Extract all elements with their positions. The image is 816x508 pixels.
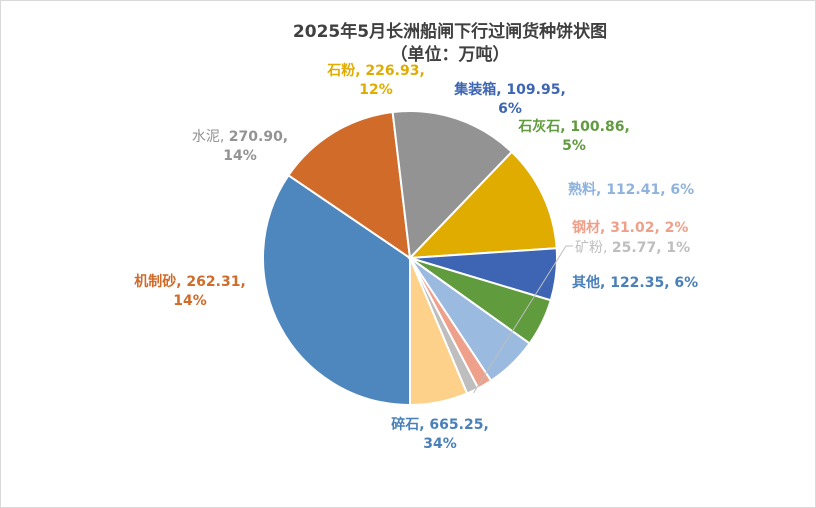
chart-title: 2025年5月长洲船闸下行过闸货种饼状图: [293, 21, 607, 42]
data-label-name: 石粉,: [326, 62, 365, 79]
data-label-name: 机制砂,: [134, 273, 186, 290]
data-label-value: 262.31,: [186, 274, 245, 290]
data-label-9: 矿粉, 25.77, 1%: [575, 240, 690, 256]
data-label-5: 集装箱, 109.95, 6%: [453, 81, 566, 117]
data-label-name: 集装箱,: [453, 81, 506, 98]
pie-slice-3: [391, 110, 514, 261]
data-label-percent: 34%: [423, 436, 457, 452]
data-label-value: 31.02, 2%: [610, 220, 688, 236]
data-label-7: 熟料, 112.41, 6%: [568, 181, 694, 198]
data-label-percent: 14%: [173, 293, 207, 309]
pie-slices: [262, 110, 558, 407]
leader-lines: [473, 245, 573, 394]
data-label-name: 其他,: [572, 274, 610, 291]
data-label-value: 226.93,: [365, 63, 424, 79]
data-label-percent: 5%: [562, 138, 586, 154]
data-label-6: 石灰石, 100.86, 5%: [517, 118, 630, 154]
pie-slice-2: [287, 110, 412, 261]
pie-slice-10: [409, 257, 469, 407]
leader-line-kuangfen: [473, 245, 573, 394]
data-label-value: 122.35, 6%: [610, 275, 698, 291]
data-label-name: 碎石,: [391, 416, 429, 433]
data-label-4: 石粉, 226.93, 12%: [326, 62, 425, 98]
data-label-value: 25.77, 1%: [612, 240, 690, 256]
pie-slice-4: [407, 150, 558, 260]
data-label-3: 水泥, 270.90, 14%: [192, 129, 288, 164]
data-label-percent: 12%: [359, 82, 393, 98]
chart-subtitle: （单位：万吨）: [391, 44, 510, 65]
data-label-name: 熟料,: [568, 181, 606, 198]
data-labels: 碎石, 665.25, 34%机制砂, 262.31, 14%水泥, 270.90,…: [134, 62, 698, 452]
data-label-name: 水泥,: [192, 129, 229, 145]
data-label-value: 109.95,: [506, 82, 565, 98]
data-label-name: 矿粉,: [575, 240, 612, 256]
data-label-percent: 6%: [498, 101, 522, 117]
pie-slice-1: [262, 173, 411, 407]
data-label-8: 钢材, 31.02, 2%: [572, 219, 688, 236]
data-label-2: 机制砂, 262.31, 14%: [134, 273, 246, 309]
data-label-value: 270.90,: [229, 129, 288, 145]
data-label-name: 钢材,: [572, 219, 610, 236]
data-label-1: 碎石, 665.25, 34%: [391, 416, 489, 452]
data-label-percent: 14%: [223, 148, 257, 164]
data-label-value: 665.25,: [429, 417, 488, 433]
data-label-value: 112.41, 6%: [606, 182, 694, 198]
data-label-10: 其他, 122.35, 6%: [572, 274, 698, 291]
data-label-name: 石灰石,: [517, 118, 570, 135]
data-label-value: 100.86,: [570, 119, 629, 135]
